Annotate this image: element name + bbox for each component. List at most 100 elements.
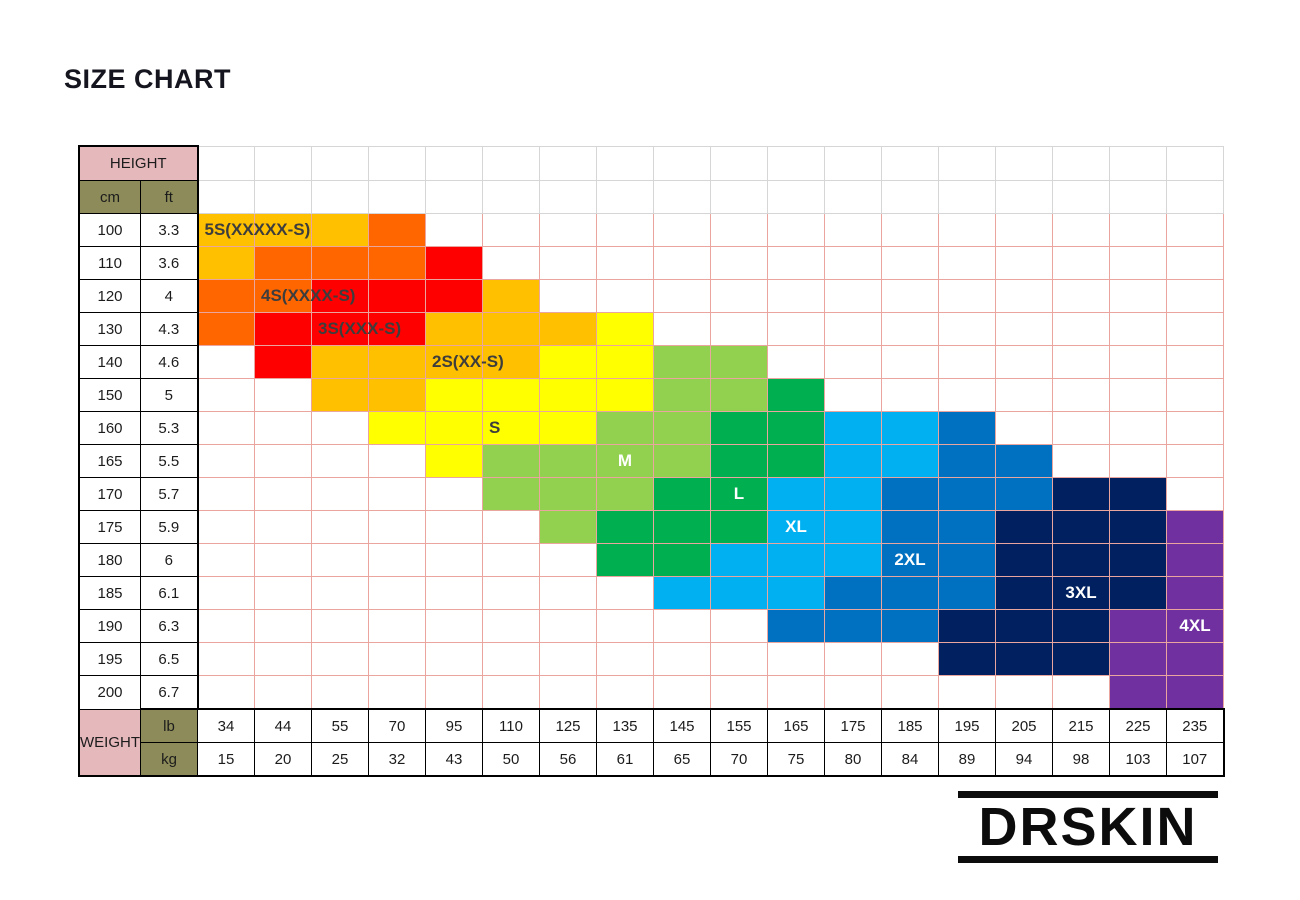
size-zone-cell xyxy=(881,576,939,610)
size-zone-cell xyxy=(539,312,597,346)
height-value-ft: 3.3 xyxy=(140,213,199,247)
size-zone-cell xyxy=(1109,609,1167,643)
grid-cell xyxy=(881,345,939,379)
grid-cell xyxy=(197,642,255,676)
grid-cell xyxy=(197,378,255,412)
size-zone-cell xyxy=(482,345,540,379)
grid-cell xyxy=(482,576,540,610)
grid-cell xyxy=(425,543,483,577)
size-zone-cell xyxy=(1166,543,1224,577)
size-zone-cell xyxy=(482,444,540,478)
weight-value-lb: 195 xyxy=(938,708,996,743)
height-value-ft: 4.6 xyxy=(140,345,199,379)
grid-cell xyxy=(710,642,768,676)
grid-cell xyxy=(1052,675,1110,710)
grid-cell xyxy=(368,576,426,610)
size-zone-cell xyxy=(824,609,882,643)
size-zone-cell xyxy=(1166,675,1224,710)
weight-value-kg: 94 xyxy=(995,742,1053,777)
size-zone-cell xyxy=(368,411,426,445)
height-value-cm: 185 xyxy=(78,576,141,610)
grid-cell xyxy=(995,411,1053,445)
size-zone-cell xyxy=(881,609,939,643)
empty-cell xyxy=(1166,180,1224,214)
size-zone-cell xyxy=(425,279,483,313)
size-zone-cell xyxy=(539,378,597,412)
weight-value-lb: 110 xyxy=(482,708,540,743)
size-zone-cell xyxy=(767,444,825,478)
grid-cell xyxy=(710,246,768,280)
grid-cell xyxy=(653,213,711,247)
size-zone-cell xyxy=(710,378,768,412)
grid-cell xyxy=(824,345,882,379)
grid-cell xyxy=(1052,312,1110,346)
size-zone-cell xyxy=(995,609,1053,643)
page-title: SIZE CHART xyxy=(64,64,231,94)
grid-cell xyxy=(254,543,312,577)
size-zone-cell xyxy=(311,213,369,247)
weight-value-lb: 44 xyxy=(254,708,312,743)
empty-cell xyxy=(368,145,426,181)
grid-cell xyxy=(596,609,654,643)
size-zone-cell xyxy=(596,312,654,346)
size-zone-cell xyxy=(710,411,768,445)
size-zone-cell xyxy=(425,444,483,478)
grid-cell xyxy=(311,642,369,676)
empty-cell xyxy=(368,180,426,214)
size-zone-cell xyxy=(938,510,996,544)
grid-cell xyxy=(995,213,1053,247)
grid-cell xyxy=(311,675,369,710)
grid-cell xyxy=(881,378,939,412)
empty-cell xyxy=(425,180,483,214)
size-zone-cell xyxy=(1166,510,1224,544)
empty-cell xyxy=(197,145,255,181)
height-value-cm: 195 xyxy=(78,642,141,676)
grid-cell xyxy=(539,642,597,676)
grid-cell xyxy=(938,378,996,412)
size-zone-cell xyxy=(938,477,996,511)
grid-cell xyxy=(482,543,540,577)
size-zone-cell xyxy=(482,378,540,412)
size-zone-cell xyxy=(311,345,369,379)
grid-cell xyxy=(311,543,369,577)
logo-text: DRSKIN xyxy=(978,797,1198,857)
size-zone-cell xyxy=(254,213,312,247)
grid-cell xyxy=(596,642,654,676)
grid-cell xyxy=(425,576,483,610)
size-zone-cell xyxy=(1109,477,1167,511)
size-zone-cell xyxy=(938,576,996,610)
grid-cell xyxy=(767,642,825,676)
grid-cell xyxy=(710,609,768,643)
empty-cell xyxy=(311,145,369,181)
grid-cell xyxy=(425,642,483,676)
grid-cell xyxy=(1166,411,1224,445)
grid-cell xyxy=(1166,246,1224,280)
size-zone-cell xyxy=(539,444,597,478)
size-zone-cell: 5S(XXXXX-S) xyxy=(197,213,310,247)
empty-cell xyxy=(596,145,654,181)
size-zone-cell xyxy=(995,444,1053,478)
grid-cell xyxy=(368,444,426,478)
grid-cell xyxy=(197,444,255,478)
grid-cell xyxy=(254,675,312,710)
height-value-ft: 6.5 xyxy=(140,642,199,676)
height-value-cm: 160 xyxy=(78,411,141,445)
size-zone-cell xyxy=(1109,675,1167,710)
grid-cell xyxy=(197,609,255,643)
size-zone-cell xyxy=(710,444,768,478)
grid-cell xyxy=(1109,312,1167,346)
grid-cell xyxy=(824,279,882,313)
height-value-cm: 110 xyxy=(78,246,141,280)
empty-cell xyxy=(710,145,768,181)
grid-cell xyxy=(368,609,426,643)
size-zone-cell xyxy=(1109,510,1167,544)
grid-cell xyxy=(539,576,597,610)
size-zone-cell xyxy=(596,510,654,544)
size-zone-cell xyxy=(596,378,654,412)
grid-cell xyxy=(596,213,654,247)
size-zone-cell xyxy=(1052,510,1110,544)
empty-cell xyxy=(1052,145,1110,181)
grid-cell xyxy=(824,378,882,412)
weight-value-kg: 84 xyxy=(881,742,939,777)
size-zone-cell xyxy=(710,510,768,544)
